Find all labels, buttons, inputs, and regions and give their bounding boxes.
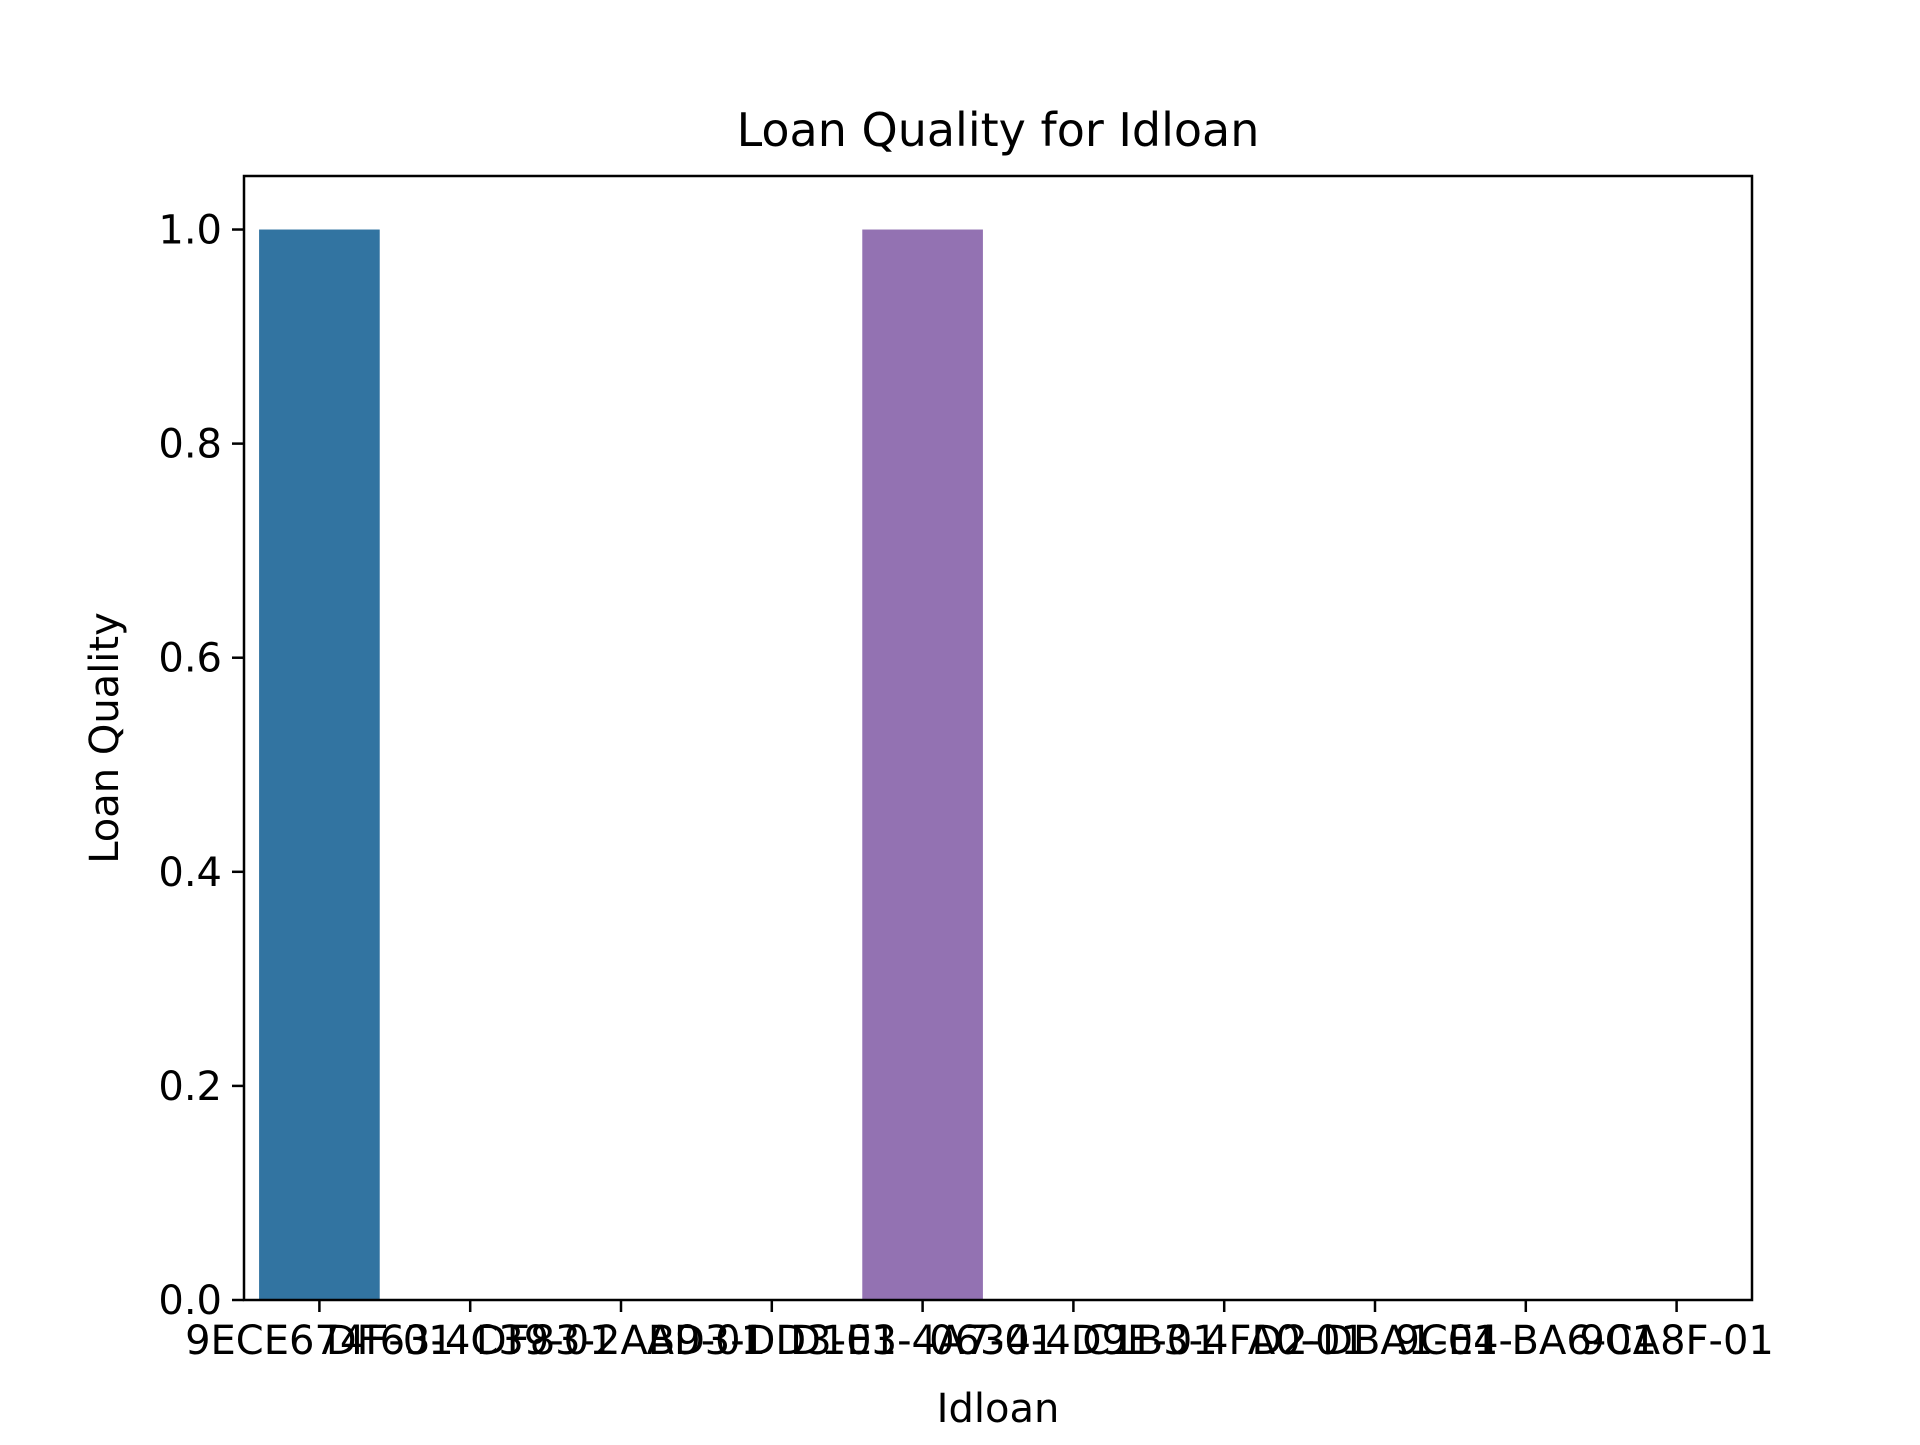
x-axis-label: Idloan — [937, 1386, 1060, 1432]
x-tick-label: D2-DBA1-01 — [1251, 1318, 1498, 1364]
y-axis-label: Loan Quality — [82, 612, 128, 864]
x-tick-label: DF83-2AB9-01 — [476, 1318, 766, 1364]
x-tick-label: 9CE4-BA6-01 — [1394, 1318, 1657, 1364]
y-tick-label: 0.8 — [158, 422, 222, 468]
x-tick-label: C1B3-4FA0-01 — [1082, 1318, 1366, 1364]
x-tick-label: 9CA8F-01 — [1579, 1318, 1774, 1364]
x-tick-label: AD3-DD3-01 — [647, 1318, 897, 1364]
y-axis-ticks: 0.0 0.2 0.4 0.6 0.8 1.0 — [158, 208, 244, 1324]
y-tick-label: 0.2 — [158, 1064, 222, 1110]
y-tick-label: 0.4 — [158, 850, 222, 896]
x-tick-label: 9ECE674F-01 — [185, 1318, 454, 1364]
x-tick-label: DF63-4C39-01 — [326, 1318, 615, 1364]
x-tick-label: D1E3-4A7-01 — [790, 1318, 1055, 1364]
bars-layer — [259, 229, 983, 1300]
x-axis-ticks: 9ECE674F-01DF63-4C39-01DF83-2AB9-01AD3-D… — [185, 1300, 1774, 1364]
x-tick-label: 0634-4D9E-01 — [929, 1318, 1218, 1364]
bar — [862, 229, 983, 1300]
y-tick-label: 0.6 — [158, 636, 222, 682]
y-tick-label: 1.0 — [158, 208, 222, 254]
chart-title: Loan Quality for Idloan — [737, 103, 1260, 157]
y-tick-label: 0.0 — [158, 1278, 222, 1324]
bar — [259, 229, 380, 1300]
plot-frame — [242, 174, 1754, 1302]
